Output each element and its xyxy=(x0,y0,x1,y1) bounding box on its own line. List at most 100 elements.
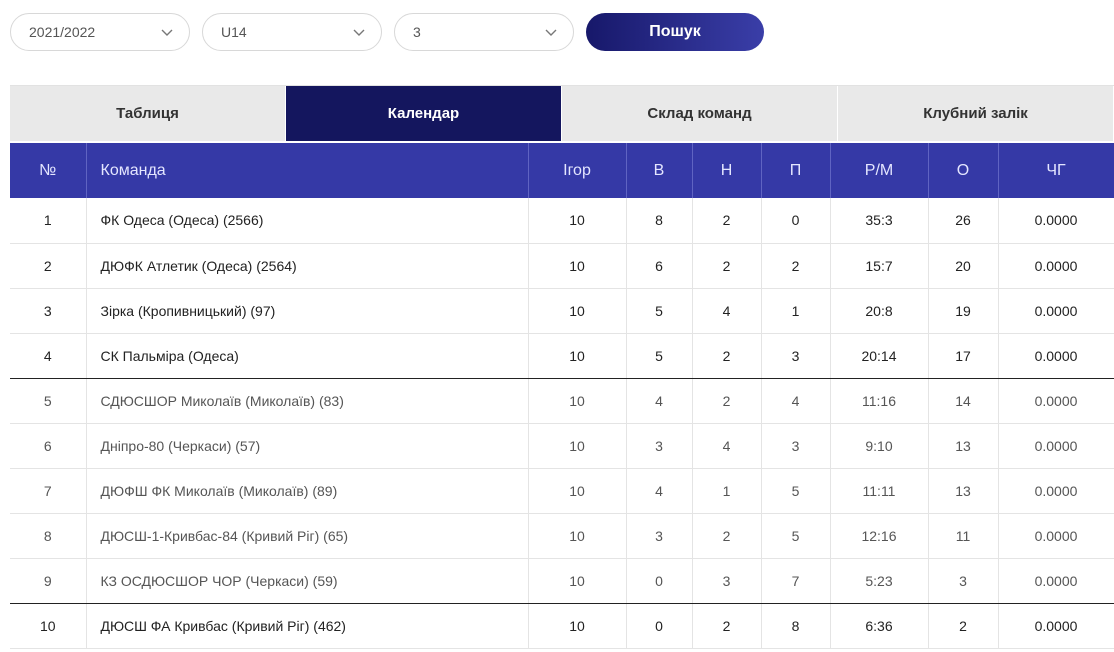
cell-games: 10 xyxy=(528,513,627,559)
cell-team[interactable]: ДЮСШ ФА Кривбас (Кривий Ріг) (462) xyxy=(86,603,529,649)
cell-team[interactable]: КЗ ОСДЮСШОР ЧОР (Черкаси) (59) xyxy=(86,558,529,604)
group-value: 3 xyxy=(413,24,421,40)
tab-calendar[interactable]: Календар xyxy=(286,86,562,141)
table-row: 7 ДЮФШ ФК Миколаїв (Миколаїв) (89) 10 4 1 5 11… xyxy=(10,468,1114,514)
cell-points: 26 xyxy=(928,198,999,244)
chevron-down-icon xyxy=(161,29,173,36)
cell-wins: 4 xyxy=(626,378,693,424)
cell-wins: 5 xyxy=(626,333,693,379)
cell-draws: 1 xyxy=(692,468,762,514)
cell-draws: 4 xyxy=(692,288,762,334)
header-games: Ігор xyxy=(528,143,627,198)
cell-games: 10 xyxy=(528,288,627,334)
cell-chg: 0.0000 xyxy=(998,243,1114,289)
cell-draws: 2 xyxy=(692,603,762,649)
cell-chg: 0.0000 xyxy=(998,378,1114,424)
cell-points: 20 xyxy=(928,243,999,289)
header-losses: П xyxy=(761,143,831,198)
cell-chg: 0.0000 xyxy=(998,333,1114,379)
cell-draws: 3 xyxy=(692,558,762,604)
age-value: U14 xyxy=(221,24,247,40)
cell-team[interactable]: СК Пальміра (Одеса) xyxy=(86,333,529,379)
search-button[interactable]: Пошук xyxy=(586,13,764,51)
cell-wins: 3 xyxy=(626,423,693,469)
filters-bar: 2021/2022 U14 3 Пошук xyxy=(10,13,770,51)
standings-table: № Команда Ігор В Н П Р/М О ЧГ 1 ФК Одеса … xyxy=(10,143,1114,649)
cell-losses: 7 xyxy=(761,558,831,604)
header-chg: ЧГ xyxy=(998,143,1114,198)
cell-number: 1 xyxy=(10,198,87,244)
cell-games: 10 xyxy=(528,468,627,514)
cell-number: 7 xyxy=(10,468,87,514)
tab-bar: Таблиця Календар Склад команд Клубний за… xyxy=(10,85,1114,141)
table-header-row: № Команда Ігор В Н П Р/М О ЧГ xyxy=(10,143,1114,198)
cell-goals: 12:16 xyxy=(830,513,929,559)
header-draws: Н xyxy=(692,143,762,198)
cell-points: 13 xyxy=(928,423,999,469)
cell-number: 4 xyxy=(10,333,87,379)
cell-points: 2 xyxy=(928,603,999,649)
cell-losses: 1 xyxy=(761,288,831,334)
cell-chg: 0.0000 xyxy=(998,288,1114,334)
cell-wins: 0 xyxy=(626,603,693,649)
cell-team[interactable]: ДЮФК Атлетик (Одеса) (2564) xyxy=(86,243,529,289)
cell-goals: 9:10 xyxy=(830,423,929,469)
cell-wins: 8 xyxy=(626,198,693,244)
cell-losses: 5 xyxy=(761,513,831,559)
cell-goals: 15:7 xyxy=(830,243,929,289)
cell-team[interactable]: ФК Одеса (Одеса) (2566) xyxy=(86,198,529,244)
cell-wins: 6 xyxy=(626,243,693,289)
cell-losses: 2 xyxy=(761,243,831,289)
cell-draws: 2 xyxy=(692,378,762,424)
header-team: Команда xyxy=(86,143,529,198)
cell-draws: 2 xyxy=(692,243,762,289)
header-number: № xyxy=(10,143,87,198)
cell-games: 10 xyxy=(528,333,627,379)
cell-team[interactable]: ДЮСШ-1-Кривбас-84 (Кривий Ріг) (65) xyxy=(86,513,529,559)
cell-number: 8 xyxy=(10,513,87,559)
cell-games: 10 xyxy=(528,558,627,604)
header-goals: Р/М xyxy=(830,143,929,198)
cell-number: 2 xyxy=(10,243,87,289)
cell-wins: 3 xyxy=(626,513,693,559)
cell-losses: 8 xyxy=(761,603,831,649)
table-row: 6 Дніпро-80 (Черкаси) (57) 10 3 4 3 9:10 13 0.00… xyxy=(10,423,1114,469)
cell-goals: 5:23 xyxy=(830,558,929,604)
cell-losses: 4 xyxy=(761,378,831,424)
cell-goals: 11:16 xyxy=(830,378,929,424)
cell-games: 10 xyxy=(528,198,627,244)
group-select[interactable]: 3 xyxy=(394,13,574,51)
table-row: 2 ДЮФК Атлетик (Одеса) (2564) 10 6 2 2 15:7 20 0… xyxy=(10,243,1114,289)
season-select[interactable]: 2021/2022 xyxy=(10,13,190,51)
cell-points: 14 xyxy=(928,378,999,424)
cell-chg: 0.0000 xyxy=(998,198,1114,244)
cell-number: 10 xyxy=(10,603,87,649)
tab-club-standings[interactable]: Клубний залік xyxy=(838,86,1114,141)
cell-chg: 0.0000 xyxy=(998,513,1114,559)
cell-goals: 6:36 xyxy=(830,603,929,649)
cell-points: 13 xyxy=(928,468,999,514)
cell-draws: 4 xyxy=(692,423,762,469)
cell-team[interactable]: Дніпро-80 (Черкаси) (57) xyxy=(86,423,529,469)
cell-chg: 0.0000 xyxy=(998,468,1114,514)
table-row: 10 ДЮСШ ФА Кривбас (Кривий Ріг) (462) 10 0 2… xyxy=(10,603,1114,649)
tab-team-squads[interactable]: Склад команд xyxy=(562,86,838,141)
cell-draws: 2 xyxy=(692,513,762,559)
cell-chg: 0.0000 xyxy=(998,423,1114,469)
cell-goals: 20:14 xyxy=(830,333,929,379)
cell-team[interactable]: Зірка (Кропивницький) (97) xyxy=(86,288,529,334)
cell-team[interactable]: ДЮФШ ФК Миколаїв (Миколаїв) (89) xyxy=(86,468,529,514)
cell-chg: 0.0000 xyxy=(998,603,1114,649)
cell-team[interactable]: СДЮСШОР Миколаїв (Миколаїв) (83) xyxy=(86,378,529,424)
tab-table[interactable]: Таблиця xyxy=(10,86,286,141)
cell-points: 19 xyxy=(928,288,999,334)
cell-goals: 11:11 xyxy=(830,468,929,514)
cell-chg: 0.0000 xyxy=(998,558,1114,604)
cell-number: 6 xyxy=(10,423,87,469)
age-select[interactable]: U14 xyxy=(202,13,382,51)
cell-losses: 3 xyxy=(761,423,831,469)
table-row: 4 СК Пальміра (Одеса) 10 5 2 3 20:14 17 0.0000 xyxy=(10,333,1114,379)
cell-games: 10 xyxy=(528,423,627,469)
cell-losses: 5 xyxy=(761,468,831,514)
cell-wins: 4 xyxy=(626,468,693,514)
